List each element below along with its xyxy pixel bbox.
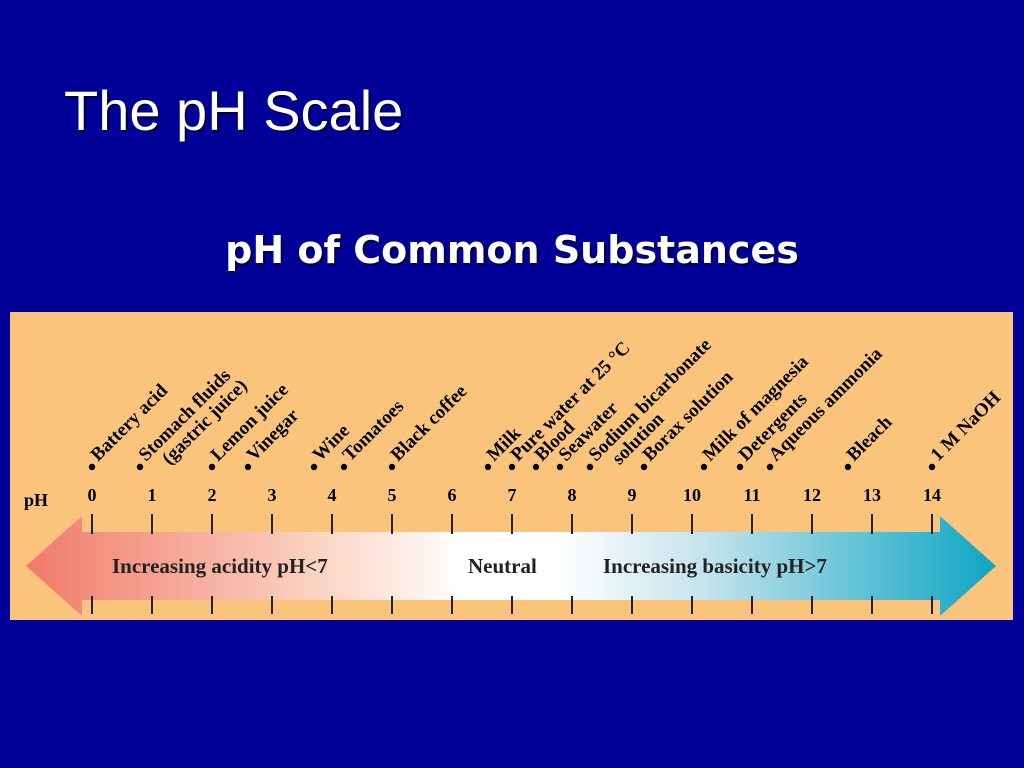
tick-label: 11 [743, 485, 760, 505]
substance-marker [556, 463, 564, 471]
substance-marker [766, 463, 774, 471]
tick-label: 2 [208, 485, 217, 505]
substance-marker [844, 463, 852, 471]
substance-marker [88, 463, 96, 471]
tick-label: 9 [628, 485, 637, 505]
tick-label: 13 [863, 485, 881, 505]
substance-label-line: Black coffee [387, 381, 472, 466]
substance-label-line: 1 M NaOH [927, 387, 1005, 465]
substance-marker [208, 463, 216, 471]
tick-label: 5 [388, 485, 397, 505]
ph-arrow [26, 516, 996, 616]
tick-label: 1 [148, 485, 157, 505]
tick-label: 4 [328, 485, 337, 505]
substance-marker [484, 463, 492, 471]
slide-title: The pH Scale [64, 79, 404, 142]
ph-scale-diagram: Increasing acidity pH<7 Neutral Increasi… [24, 335, 1005, 616]
basicity-label: Increasing basicity pH>7 [603, 554, 827, 578]
substance-marker [136, 463, 144, 471]
substance-label: Bleach [843, 412, 897, 466]
slide-subtitle: pH of Common Substances [225, 228, 799, 272]
substance-marker [736, 463, 744, 471]
substance-marker [586, 463, 594, 471]
neutral-label: Neutral [468, 554, 537, 578]
tick-label: 6 [448, 485, 457, 505]
tick-label: 12 [803, 485, 821, 505]
substance-marker [640, 463, 648, 471]
substance-marker [340, 463, 348, 471]
tick-label: 0 [88, 485, 97, 505]
tick-label: 10 [683, 485, 701, 505]
acidity-label: Increasing acidity pH<7 [112, 554, 328, 578]
substance-marker [244, 463, 252, 471]
substance-label: Stomach fluids(gastric juice) [135, 365, 252, 469]
substance-marker [700, 463, 708, 471]
substance-marker [928, 463, 936, 471]
substance-marker [508, 463, 516, 471]
substance-marker [388, 463, 396, 471]
tick-label: 8 [568, 485, 577, 505]
tick-label: 14 [923, 485, 941, 505]
substance-label: 1 M NaOH [927, 387, 1005, 465]
ph-axis-label: pH [24, 490, 48, 510]
ph-scale-figure: Increasing acidity pH<7 Neutral Increasi… [10, 312, 1013, 620]
substance-marker [310, 463, 318, 471]
tick-label: 7 [508, 485, 517, 505]
substance-label: Black coffee [387, 381, 472, 466]
substance-marker [532, 463, 540, 471]
tick-label: 3 [268, 485, 277, 505]
substance-label-line: Bleach [843, 412, 897, 466]
